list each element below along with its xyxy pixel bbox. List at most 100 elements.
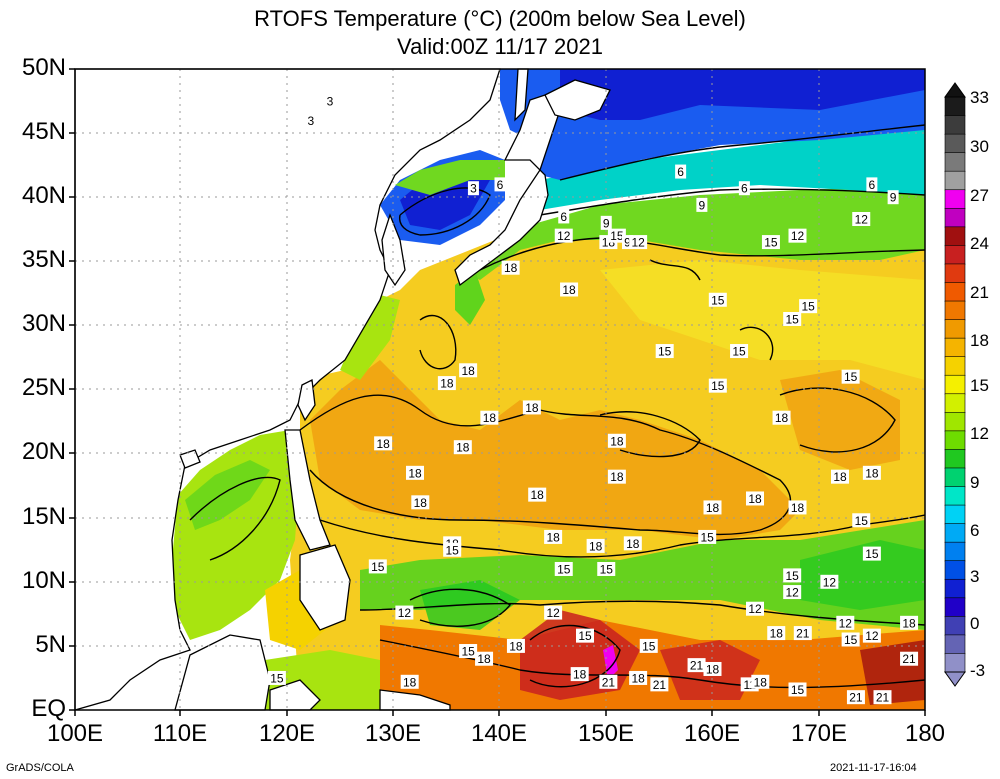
lat-label-35n: 35N — [21, 246, 66, 273]
contour-label: 18 — [754, 675, 768, 689]
contour-label-box — [655, 344, 674, 359]
lat-label-15n: 15N — [21, 503, 66, 530]
contour-label-box — [437, 376, 456, 391]
colorbar-label-15: 15 — [970, 376, 989, 395]
contour-label: 18 — [376, 437, 390, 451]
colorbar-swatch — [944, 412, 966, 432]
lon-label-170e: 170E — [790, 720, 848, 747]
lat-label-10n: 10N — [21, 567, 66, 594]
contour-label-box — [788, 682, 807, 697]
contour-label-box — [698, 529, 717, 544]
contour-label: 18 — [504, 261, 518, 275]
contour-label: 15 — [578, 629, 592, 643]
contour-label: 12 — [786, 586, 800, 600]
ocean-field-green-north — [460, 185, 925, 280]
contour-label-box — [374, 436, 393, 451]
colorbar-swatch — [944, 300, 966, 321]
contour-label-box — [866, 177, 878, 192]
lat-label-5n: 5N — [35, 631, 66, 658]
contour-label: 15 — [642, 639, 656, 653]
contour-label: 18 — [546, 530, 560, 544]
contour-label: 6 — [869, 178, 876, 192]
contour-label: 18 — [775, 411, 789, 425]
temperature-field — [172, 69, 925, 710]
contour-label: 15 — [844, 370, 858, 384]
lat-label-30n: 30N — [21, 310, 66, 337]
contour-label-box — [411, 495, 430, 510]
contour-label: 18 — [525, 401, 539, 415]
colorbar-swatch — [944, 467, 966, 488]
contour-label: 12 — [398, 606, 412, 620]
korea — [381, 213, 406, 287]
contour-label: 12 — [855, 212, 869, 226]
lon-label-140e: 140E — [470, 720, 528, 747]
tropical-green-east — [800, 540, 925, 610]
contour-label-box — [453, 440, 472, 455]
contour-label: 18 — [865, 466, 879, 480]
colorbar-label-3: 3 — [970, 567, 980, 586]
colorbar-swatch — [944, 337, 966, 358]
contour-label-box — [783, 311, 802, 326]
contour-label-box — [400, 674, 419, 689]
east-china-sea-field — [340, 295, 400, 380]
map-title: RTOFS Temperature (°C) (200m below Sea L… — [254, 6, 746, 31]
colorbar-max-arrow — [944, 82, 966, 98]
contour-label: 15 — [855, 514, 869, 528]
lat-label-50n: 50N — [21, 54, 66, 81]
contour-label: 18 — [833, 470, 847, 484]
contour-label-box — [873, 690, 892, 705]
sea-of-japan-green — [395, 160, 505, 195]
tropical-green-band — [360, 520, 925, 630]
colorbar-swatch — [944, 263, 966, 284]
contour-label: 18 — [403, 675, 417, 689]
contour-label: 15 — [732, 345, 746, 359]
colorbar-swatch — [944, 578, 966, 599]
colorbar-swatch — [944, 226, 966, 247]
colorbar-label-18: 18 — [970, 331, 989, 350]
yellow-band-mid — [600, 260, 925, 380]
contour-label-box — [554, 228, 573, 243]
contour-label-box — [558, 209, 570, 224]
contour-label-box — [459, 363, 478, 378]
contour-label: 18 — [610, 470, 624, 484]
colorbar-swatch — [944, 115, 966, 135]
colorbar-swatch — [944, 319, 966, 339]
credit-left: GrADS/COLA — [6, 762, 74, 774]
contour-label: 3 — [327, 95, 334, 109]
lon-label-100e: 100E — [46, 720, 104, 747]
contour-label: 6 — [741, 182, 748, 196]
contour-label: 15 — [446, 543, 460, 557]
contour-label-box — [820, 574, 839, 589]
contour-label: 18 — [706, 662, 720, 676]
contour-label: 12 — [839, 616, 853, 630]
contour-label-box — [746, 601, 764, 616]
colorbar-swatch — [944, 393, 966, 414]
contour-label: 18 — [791, 501, 805, 515]
contour-label: 6 — [677, 165, 684, 179]
contour-label-box — [836, 615, 855, 630]
contour-label: 15 — [786, 312, 800, 326]
contour-label-box — [629, 235, 648, 250]
contour-label-box — [305, 113, 317, 128]
contour-label-box — [459, 644, 478, 659]
hainan — [179, 449, 201, 469]
contour-label-box — [862, 628, 881, 643]
contour-label-box — [623, 536, 642, 551]
contour-label-box — [467, 181, 479, 196]
contour-label-box — [738, 181, 750, 196]
lat-label-eq: EQ — [31, 695, 66, 722]
contour-label-box — [368, 559, 387, 574]
contour-label-box — [751, 674, 770, 689]
contour-label: 12 — [791, 229, 805, 243]
contour-label: 3 — [470, 182, 477, 196]
contour-label-box — [570, 667, 589, 682]
hokkaido — [544, 79, 611, 121]
contour-label: 21 — [602, 675, 616, 689]
lon-label-110e: 110E — [152, 720, 208, 747]
contour-label: 15 — [801, 300, 815, 314]
contour-label: 18 — [461, 364, 475, 378]
colorbar-label-30: 30 — [970, 137, 989, 156]
colorbar-swatch — [944, 486, 966, 506]
colorbar-swatch — [944, 653, 966, 673]
contour-label-box — [746, 491, 764, 506]
